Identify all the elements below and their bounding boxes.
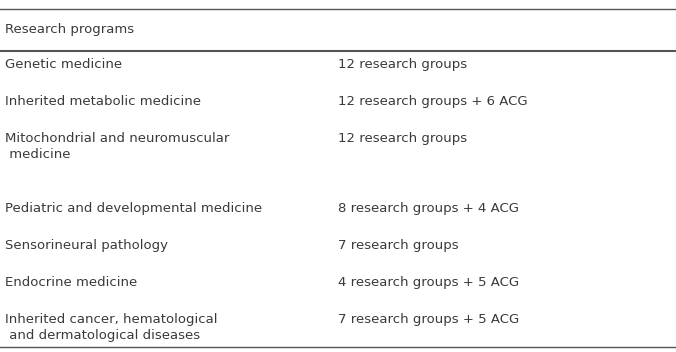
- Text: 12 research groups + 6 ACG: 12 research groups + 6 ACG: [338, 95, 528, 108]
- Text: 12 research groups: 12 research groups: [338, 58, 467, 71]
- Text: Endocrine medicine: Endocrine medicine: [5, 276, 138, 289]
- Text: Inherited metabolic medicine: Inherited metabolic medicine: [5, 95, 201, 108]
- Text: Mitochondrial and neuromuscular
 medicine: Mitochondrial and neuromuscular medicine: [5, 132, 230, 161]
- Text: 12 research groups: 12 research groups: [338, 132, 467, 145]
- Text: 4 research groups + 5 ACG: 4 research groups + 5 ACG: [338, 276, 519, 289]
- Text: 8 research groups + 4 ACG: 8 research groups + 4 ACG: [338, 202, 519, 215]
- Text: Genetic medicine: Genetic medicine: [5, 58, 122, 71]
- Text: Sensorineural pathology: Sensorineural pathology: [5, 239, 168, 252]
- Text: Pediatric and developmental medicine: Pediatric and developmental medicine: [5, 202, 262, 215]
- Text: 7 research groups + 5 ACG: 7 research groups + 5 ACG: [338, 313, 519, 326]
- Text: Inherited cancer, hematological
 and dermatological diseases: Inherited cancer, hematological and derm…: [5, 313, 218, 342]
- Text: 7 research groups: 7 research groups: [338, 239, 458, 252]
- Text: Research programs: Research programs: [5, 23, 135, 36]
